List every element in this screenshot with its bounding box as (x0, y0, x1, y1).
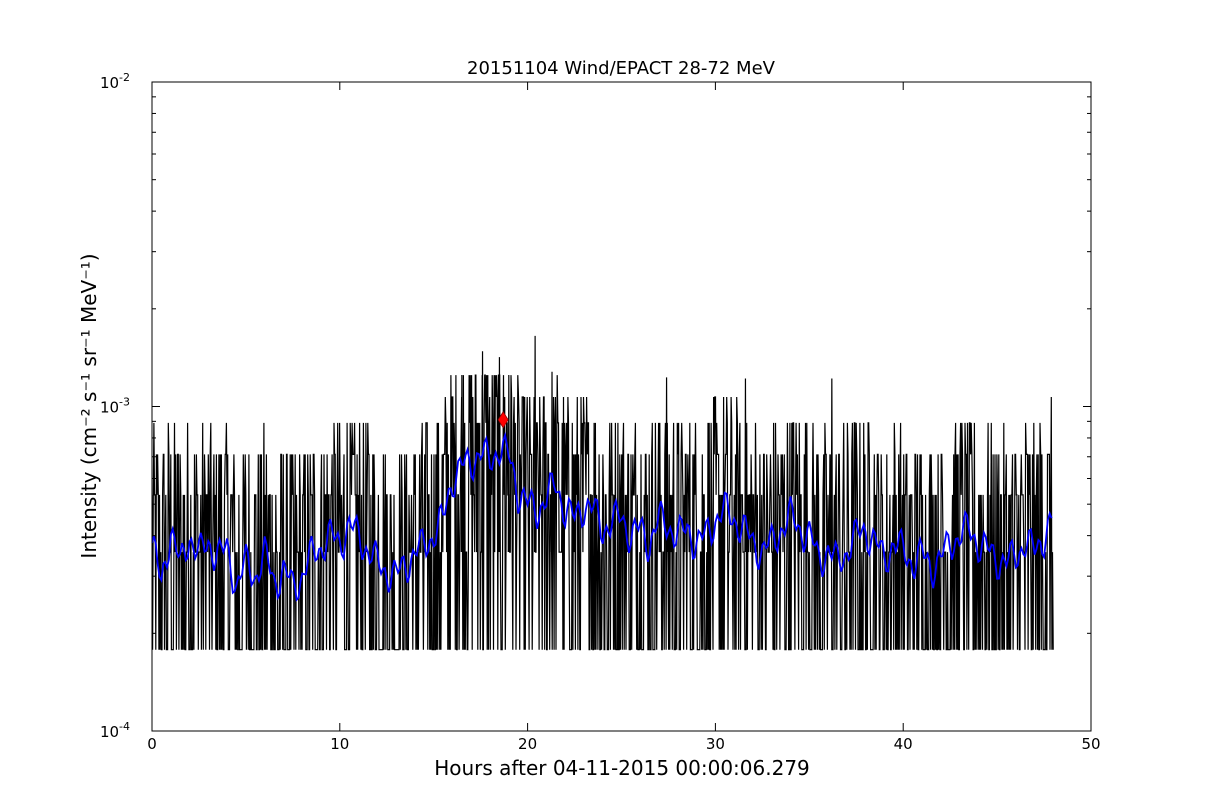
raw-peak-spike (507, 375, 510, 553)
x-axis-label: Hours after 04-11-2015 00:00:06.279 (434, 756, 810, 780)
raw-peak-spike (744, 378, 747, 553)
chart-title: 20151104 Wind/EPACT 28-72 MeV (467, 58, 776, 79)
x-tick-label: 0 (147, 735, 157, 753)
x-tick-label: 20 (518, 735, 537, 753)
x-tick-label: 30 (706, 735, 725, 753)
onset-marker (497, 411, 509, 429)
x-tick-label: 40 (894, 735, 913, 753)
x-tick-label: 10 (330, 735, 349, 753)
y-axis-label: Intensity (cm⁻² s⁻¹ sr⁻¹ MeV⁻¹) (77, 253, 101, 558)
raw-intensity-line (152, 374, 1054, 651)
y-tick-label: 10-2 (100, 71, 130, 92)
y-tick-label: 10-3 (100, 396, 130, 417)
plot-layer (152, 335, 1054, 651)
axes-layer: 0 10 20 30 40 50 10-4 10-3 10-2 (100, 71, 1101, 753)
x-tick-label: 50 (1081, 735, 1100, 753)
smoothed-intensity-line (152, 431, 1053, 602)
y-tick-label: 10-4 (100, 720, 130, 741)
